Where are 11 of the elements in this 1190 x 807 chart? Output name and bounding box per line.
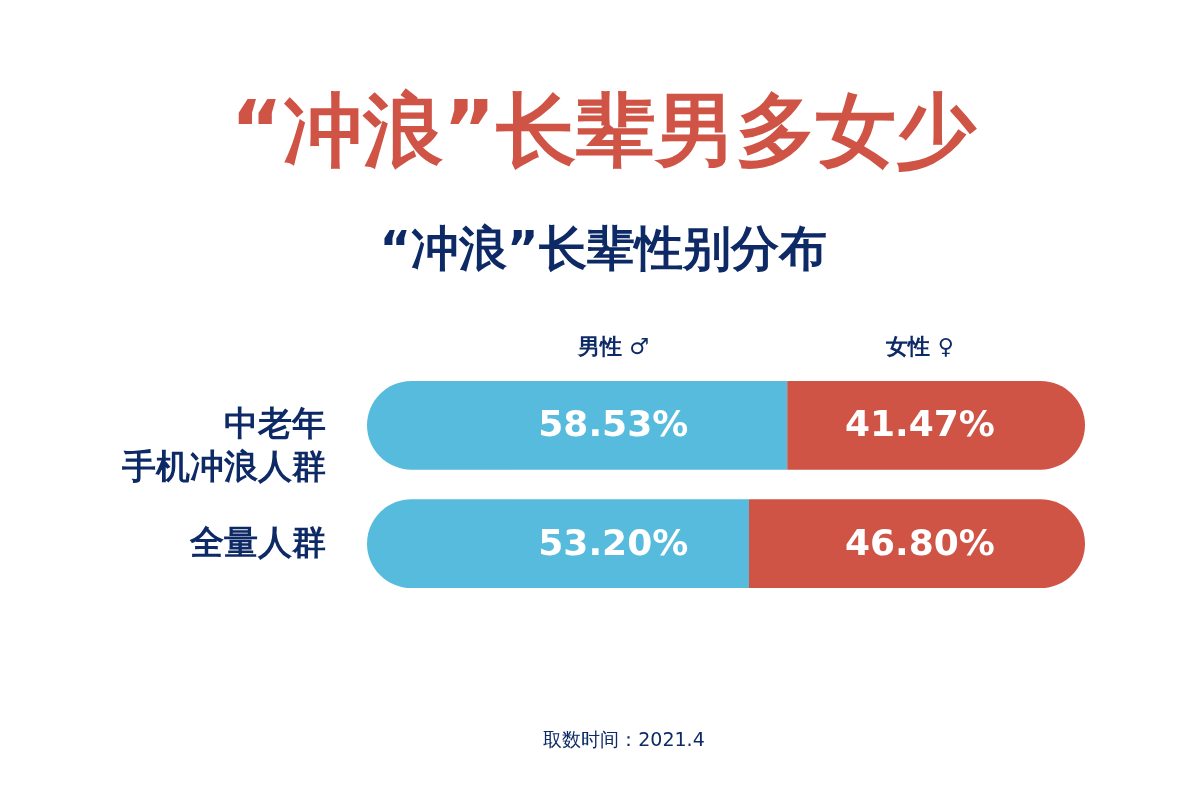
data-label: 46.80% [844, 521, 995, 563]
series-label: 女性 ♀ [884, 334, 954, 359]
data-label: 53.20% [538, 521, 689, 563]
data-label: 41.47% [844, 403, 995, 445]
chart-subtitle: “冲浪”长辈性别分布 [379, 220, 827, 276]
y-tick-label: 中老年手机冲浪人群 [120, 403, 326, 487]
y-tick-label: 全量人群 [188, 521, 326, 562]
text: 取数时间：2021.4 [543, 728, 705, 750]
series-label: 男性 ♂ [576, 334, 649, 359]
data-label: 58.53% [538, 403, 689, 445]
chart-title: “冲浪”长辈男多女少 [230, 84, 977, 177]
